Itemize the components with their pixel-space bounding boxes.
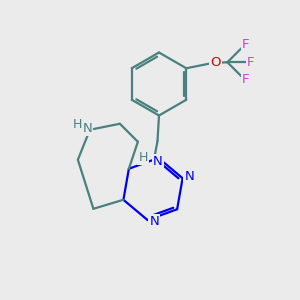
Text: N: N — [153, 154, 163, 168]
Text: N: N — [82, 122, 92, 135]
Text: O: O — [210, 56, 220, 69]
Text: N: N — [149, 215, 159, 228]
Text: F: F — [242, 38, 250, 51]
Text: F: F — [247, 56, 254, 69]
Text: N: N — [184, 170, 194, 183]
Text: F: F — [242, 73, 250, 86]
Text: H: H — [138, 151, 148, 164]
Text: H: H — [73, 118, 82, 131]
